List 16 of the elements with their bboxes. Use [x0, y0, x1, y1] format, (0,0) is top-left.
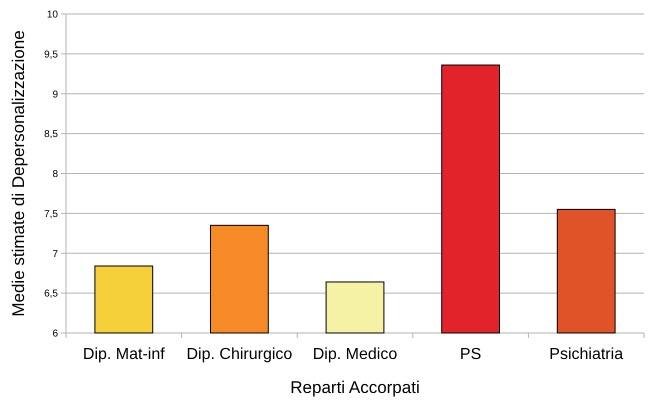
x-tick-label: Dip. Medico	[312, 346, 398, 363]
y-tick-label: 8	[52, 169, 58, 180]
x-tick-label: Dip. Mat-inf	[82, 346, 166, 363]
y-tick-label: 9,5	[44, 49, 58, 60]
x-tick-label: Psichiatria	[549, 346, 624, 363]
y-tick-label: 8,5	[44, 129, 58, 140]
x-tick-label: PS	[460, 346, 482, 363]
y-axis-title: Medie stimate di Depersonalizzazione	[9, 30, 28, 317]
y-tick-label: 7	[52, 248, 58, 260]
y-tick-label: 6	[52, 328, 58, 340]
y-tick-label: 10	[46, 10, 58, 20]
y-tick-label: 6,5	[44, 288, 58, 300]
x-axis-title: Reparti Accorpati	[290, 378, 420, 397]
x-tick-label: Dip. Chirurgico	[186, 346, 292, 363]
y-tick-label: 9	[52, 89, 58, 100]
y-tick-label: 7,5	[44, 208, 58, 220]
